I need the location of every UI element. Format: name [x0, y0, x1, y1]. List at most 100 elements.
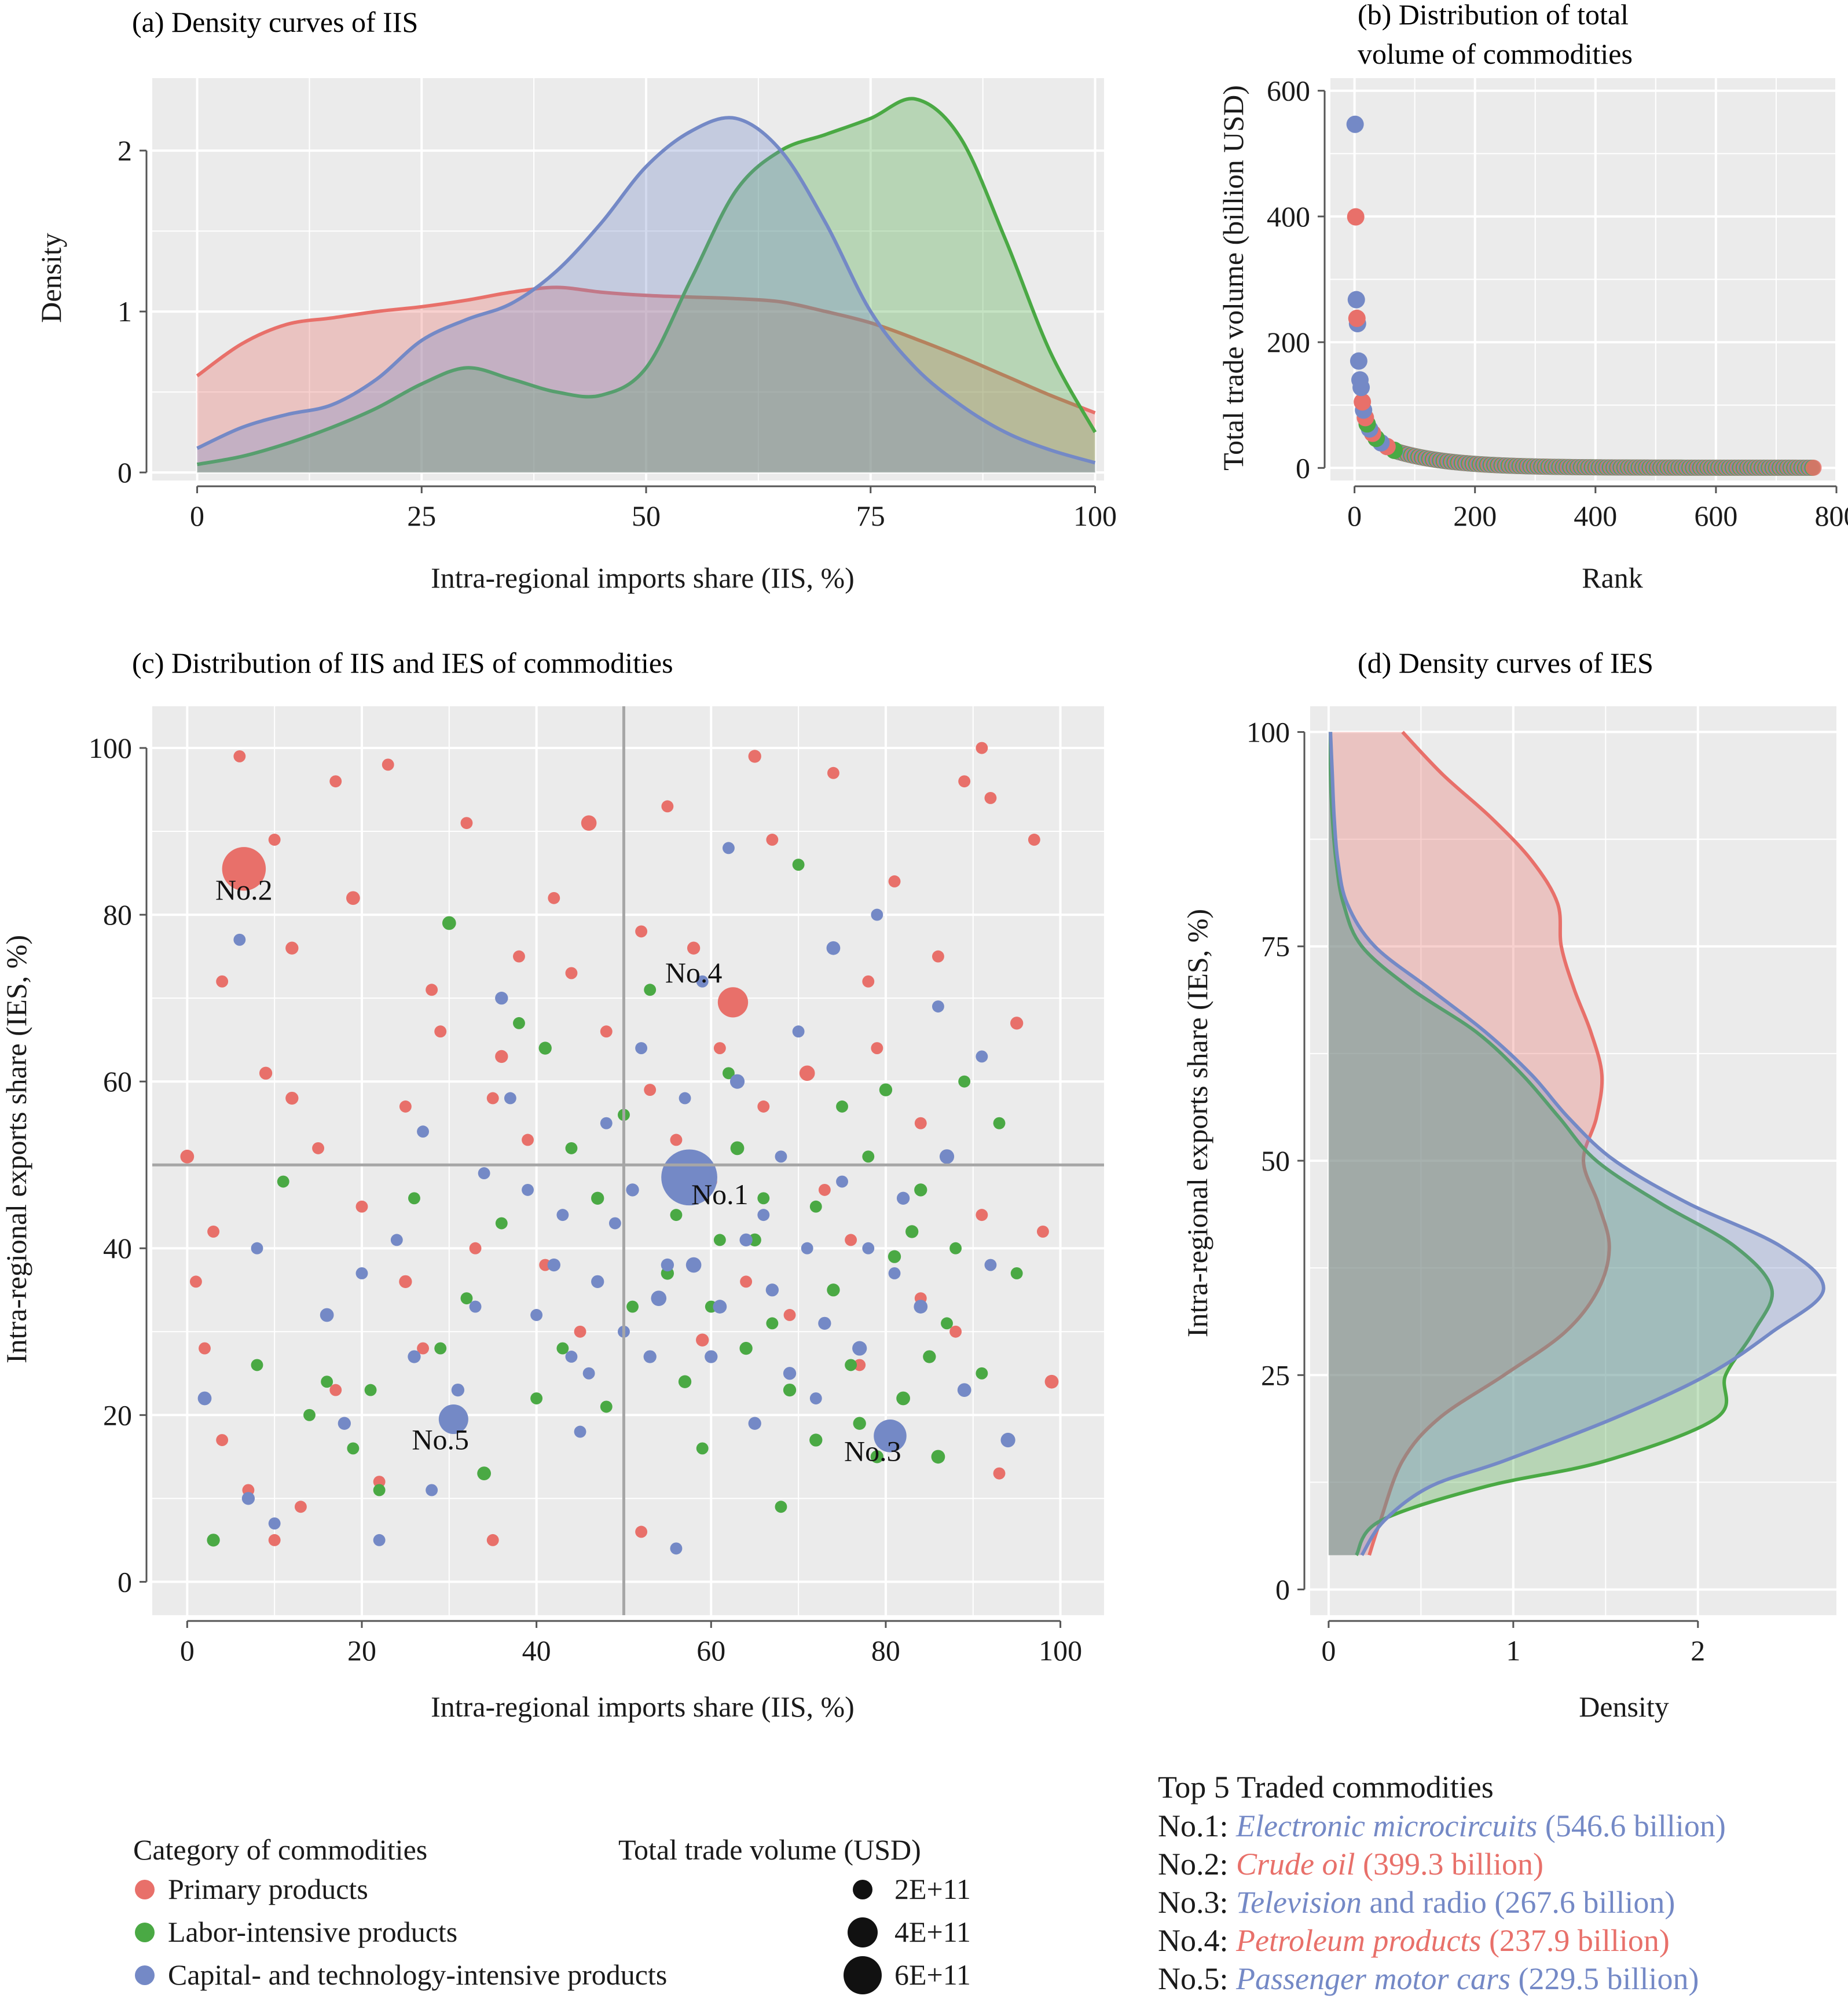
- commodity-point: [216, 975, 229, 988]
- commodity-point: [696, 1333, 709, 1347]
- commodity-point: [958, 775, 971, 788]
- top5-list: Top 5 Traded commodities No.1: Electroni…: [1158, 1770, 1726, 1996]
- legend-swatch-capital: [135, 1965, 155, 1985]
- x-tick-label: 0: [1321, 1634, 1336, 1667]
- x-tick-label: 25: [407, 500, 436, 532]
- commodity-point: [713, 1042, 726, 1054]
- y-tick-label: 60: [103, 1065, 132, 1098]
- commodity-point: [547, 1258, 560, 1272]
- category-legend: Primary products Labor-intensive products…: [135, 1873, 667, 1991]
- commodity-point: [870, 1450, 884, 1464]
- commodity-point: [294, 1501, 307, 1513]
- commodity-point: [993, 1467, 1006, 1480]
- commodity-point: [233, 750, 246, 762]
- commodity-point: [879, 1083, 893, 1096]
- commodity-point: [905, 1225, 919, 1238]
- commodity-point: [984, 792, 997, 804]
- commodity-point: [685, 1257, 702, 1273]
- top5-commodity-name: Electronic microcircuits: [1235, 1809, 1537, 1843]
- commodity-point: [565, 967, 578, 980]
- y-tick-label: 600: [1267, 75, 1310, 107]
- commodity-point: [513, 1017, 525, 1029]
- legend-label-capital: Capital- and technology-intensive produc…: [168, 1958, 667, 1991]
- commodity-point: [914, 1183, 927, 1197]
- commodity-point: [399, 1100, 412, 1113]
- panel-a-density-iis: (a) Density curves of IIS 0 25 50 75 100012 …: [35, 6, 1117, 594]
- top5-volume: (399.3 billion): [1355, 1847, 1543, 1881]
- volume-point: [1347, 208, 1365, 226]
- y-tick-label: 2: [118, 134, 132, 167]
- commodity-point: [329, 775, 342, 788]
- top-commodity-label: No.3: [844, 1435, 901, 1468]
- top5-rank: No.3:: [1158, 1885, 1236, 1920]
- panel-b-title-line2: volume of commodities: [1358, 38, 1633, 70]
- commodity-point: [799, 1065, 815, 1081]
- commodity-point: [783, 1383, 797, 1397]
- commodity-point: [417, 1125, 429, 1138]
- commodity-point: [888, 1250, 901, 1263]
- commodity-point: [495, 1217, 508, 1230]
- commodity-point: [591, 1191, 604, 1205]
- y-tick-label: 0: [1275, 1573, 1290, 1606]
- volume-point: [1346, 115, 1364, 133]
- panel-c-title: (c) Distribution of IIS and IES of commo…: [132, 647, 673, 679]
- commodity-point: [207, 1534, 220, 1547]
- commodity-point: [285, 1091, 299, 1105]
- panel-d-ylabel: Intra-regional exports share (IES, %): [1181, 909, 1213, 1337]
- legend-label-primary: Primary products: [168, 1873, 368, 1905]
- commodity-point: [862, 1150, 875, 1163]
- commodity-point: [783, 1309, 796, 1321]
- panel-c-plot-area: 0 20 40 60 80 100 0 20 40 60 80 100 No.1 No.2 No.3 No.4…: [89, 706, 1104, 1667]
- commodity-point: [888, 1267, 901, 1279]
- category-legend-title: Category of commodities: [133, 1833, 427, 1866]
- commodity-point: [373, 1476, 386, 1488]
- commodity-point: [888, 875, 901, 887]
- commodity-point: [765, 1283, 779, 1297]
- commodity-point: [723, 842, 735, 854]
- panel-a-xlabel: Intra-regional imports share (IIS, %): [431, 562, 855, 594]
- y-tick-label: 0: [118, 456, 132, 489]
- commodity-point: [241, 1492, 255, 1505]
- x-tick-label: 0: [1347, 500, 1362, 532]
- panel-a-title: (a) Density curves of IIS: [132, 6, 418, 38]
- commodity-point: [522, 1134, 534, 1146]
- commodity-point: [1000, 1432, 1015, 1448]
- y-tick-label: 0: [118, 1565, 132, 1598]
- commodity-point: [600, 1117, 613, 1129]
- commodity-point: [1028, 834, 1040, 846]
- commodity-point: [408, 1192, 420, 1205]
- panel-a-plot-area: 0 25 50 75 100 0 1 2: [118, 78, 1117, 532]
- commodity-point: [600, 1025, 613, 1038]
- commodity-point: [914, 1117, 927, 1129]
- x-tick-label: 100: [1039, 1634, 1082, 1667]
- y-tick-label: 200: [1267, 326, 1310, 358]
- commodity-point: [382, 758, 394, 771]
- x-tick-label: 100: [1073, 500, 1117, 532]
- commodity-point: [321, 1376, 333, 1388]
- y-tick-label: 100: [1246, 716, 1290, 748]
- commodity-point: [608, 1217, 621, 1230]
- top-commodity-label: No.4: [665, 956, 723, 989]
- commodity-point: [845, 1234, 857, 1246]
- size-legend-label: 6E+11: [894, 1958, 971, 1991]
- panel-b-title-line1: (b) Distribution of total: [1358, 0, 1629, 31]
- commodity-point: [775, 1501, 787, 1513]
- commodity-point: [574, 1325, 586, 1338]
- y-tick-label: 1: [118, 295, 132, 328]
- size-legend: 2E+11 4E+11 6E+11: [844, 1873, 971, 1994]
- commodity-point: [661, 1258, 674, 1272]
- commodity-point: [766, 834, 779, 846]
- commodity-point: [809, 1392, 822, 1404]
- commodity-point: [670, 1542, 683, 1555]
- commodity-point: [836, 1100, 848, 1113]
- commodity-point: [199, 1342, 211, 1355]
- panel-b-volume-distribution: (b) Distribution of total volume of comm…: [1217, 0, 1848, 594]
- commodity-point: [862, 1242, 875, 1255]
- commodity-point: [923, 1350, 936, 1363]
- top-commodity-label: No.1: [691, 1178, 749, 1211]
- commodity-point: [460, 1292, 473, 1305]
- commodity-point: [853, 1417, 866, 1430]
- commodity-point: [757, 1209, 770, 1222]
- top5-item: No.3: Television and radio (267.6 billio…: [1158, 1885, 1675, 1920]
